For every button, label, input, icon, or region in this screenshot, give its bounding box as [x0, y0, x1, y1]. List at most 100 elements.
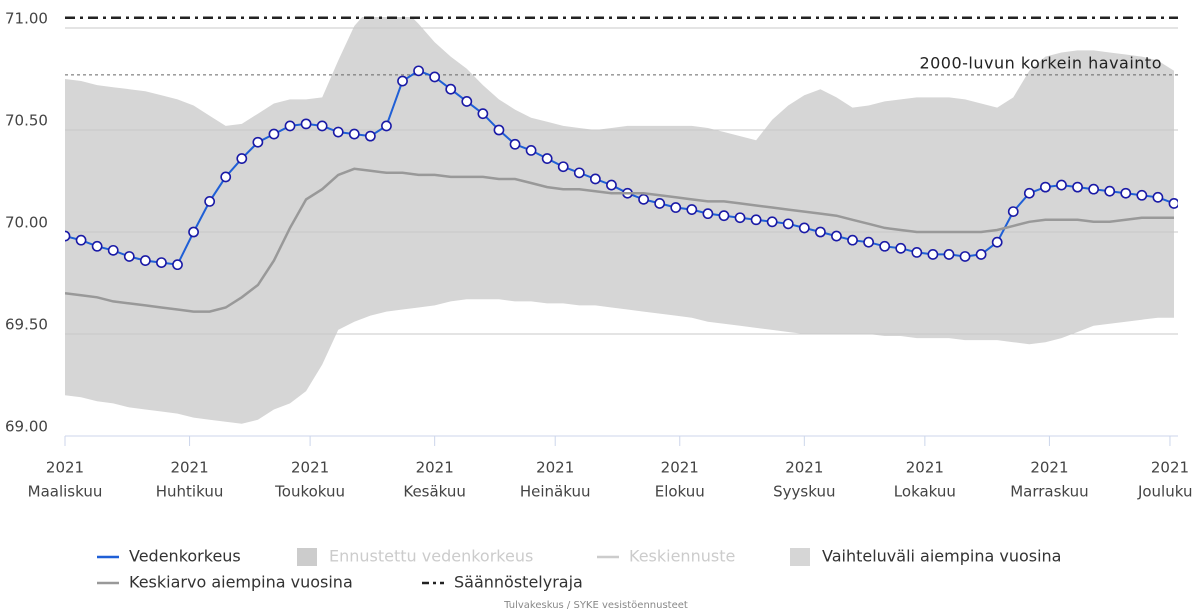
legend-label: Säännöstelyraja	[454, 573, 583, 592]
y-tick-label: 70.00	[5, 214, 48, 232]
x-tick-label: Lokakuu	[894, 483, 956, 501]
level-marker	[461, 96, 473, 107]
legend-item[interactable]: Säännöstelyraja	[422, 573, 583, 592]
level-marker	[1023, 187, 1035, 199]
level-marker	[654, 198, 666, 209]
level-marker	[879, 240, 891, 252]
x-tick-label: 2021	[46, 459, 84, 477]
level-marker	[750, 214, 762, 226]
x-tick-label: Marraskuu	[1010, 483, 1088, 501]
level-marker	[863, 236, 875, 248]
level-marker	[220, 171, 232, 183]
level-marker	[525, 144, 537, 156]
level-marker	[1152, 191, 1164, 203]
legend-label: Ennustettu vedenkorkeus	[329, 547, 533, 566]
level-marker	[541, 153, 553, 164]
x-tick-label: Elokuu	[655, 483, 705, 501]
level-marker	[123, 251, 135, 262]
y-tick-label: 71.00	[5, 10, 48, 28]
level-marker	[638, 193, 649, 205]
level-marker	[156, 257, 167, 268]
level-marker	[911, 246, 923, 258]
level-marker	[670, 202, 682, 213]
level-marker	[686, 204, 698, 215]
level-marker	[557, 161, 569, 173]
x-tick-label: 2021	[536, 459, 574, 477]
x-tick-label: 2021	[291, 459, 329, 477]
x-tick-label: Maaliskuu	[28, 483, 103, 501]
level-marker	[332, 126, 344, 138]
level-marker	[139, 255, 151, 266]
y-tick-label: 70.50	[5, 112, 48, 130]
level-marker	[397, 75, 408, 87]
grid-layer	[64, 16, 1178, 446]
level-marker	[959, 251, 971, 262]
level-marker	[1056, 179, 1067, 191]
legend-label: Keskiennuste	[629, 547, 735, 566]
x-tick-label: Joulukuu	[1137, 483, 1193, 501]
legend-item[interactable]: Ennustettu vedenkorkeus	[297, 547, 533, 567]
level-marker	[814, 226, 826, 238]
level-marker	[188, 226, 199, 238]
level-marker	[975, 249, 987, 260]
level-marker	[445, 83, 457, 95]
level-marker	[477, 108, 489, 120]
level-marker	[91, 240, 103, 252]
level-marker	[107, 244, 119, 256]
level-marker	[172, 259, 183, 271]
level-marker	[509, 138, 521, 150]
y-tick-label: 69.00	[5, 418, 48, 436]
legend-label: Vaihteluväli aiempina vuosina	[822, 547, 1061, 566]
level-marker	[284, 120, 296, 132]
level-marker	[268, 128, 280, 140]
level-marker	[1040, 181, 1051, 193]
level-marker	[991, 236, 1003, 248]
x-tick-label: 2021	[661, 459, 699, 477]
level-marker	[252, 136, 264, 148]
level-marker	[1072, 181, 1083, 193]
level-marker	[1104, 185, 1116, 197]
level-marker	[927, 249, 939, 260]
legend-item[interactable]: Keskiennuste	[597, 547, 735, 566]
level-marker	[75, 234, 87, 246]
legend-item[interactable]: Vedenkorkeus	[97, 547, 241, 566]
level-marker	[493, 124, 505, 136]
level-marker	[1168, 198, 1178, 209]
legend-symbol	[790, 548, 810, 566]
level-marker	[429, 71, 441, 83]
level-marker	[413, 65, 424, 77]
level-marker	[1007, 206, 1019, 217]
label-layer: 69.00 69.50 70.00 70.50 71.00 2021 Maaliskuu 20…	[5, 10, 1193, 501]
x-tick-label: 2021	[906, 459, 944, 477]
level-marker	[300, 118, 312, 130]
credits: Tulvakeskus / SYKE vesistöennusteet	[503, 600, 688, 611]
x-tick-label: Heinäkuu	[520, 483, 591, 501]
level-marker	[364, 130, 376, 142]
x-tick-label: 2021	[1151, 459, 1189, 477]
level-marker	[606, 179, 617, 191]
level-marker	[734, 212, 746, 224]
x-tick-label: Toukokuu	[274, 483, 345, 501]
level-marker	[204, 195, 216, 207]
y-tick-label: 69.50	[5, 316, 48, 334]
mean-line	[65, 167, 1174, 313]
level-marker	[831, 230, 842, 242]
legend-symbol	[297, 548, 317, 566]
record-label: 2000-luvun korkein havainto	[919, 53, 1162, 72]
legend-label: Vedenkorkeus	[129, 547, 241, 566]
level-marker	[766, 216, 778, 228]
level-line	[65, 69, 1175, 266]
level-marker	[1120, 187, 1132, 199]
level-marker	[718, 210, 730, 222]
level-marker	[895, 242, 907, 254]
legend-item[interactable]: Keskiarvo aiempina vuosina	[97, 573, 353, 592]
level-marker	[1088, 183, 1100, 195]
level-marker	[782, 218, 794, 230]
level-marker	[316, 120, 328, 132]
x-tick-label: Huhtikuu	[156, 483, 224, 501]
level-marker	[702, 208, 714, 220]
x-tick-label: 2021	[1030, 459, 1068, 477]
legend-item[interactable]: Vaihteluväli aiempina vuosina	[790, 547, 1061, 567]
level-marker	[348, 128, 360, 140]
